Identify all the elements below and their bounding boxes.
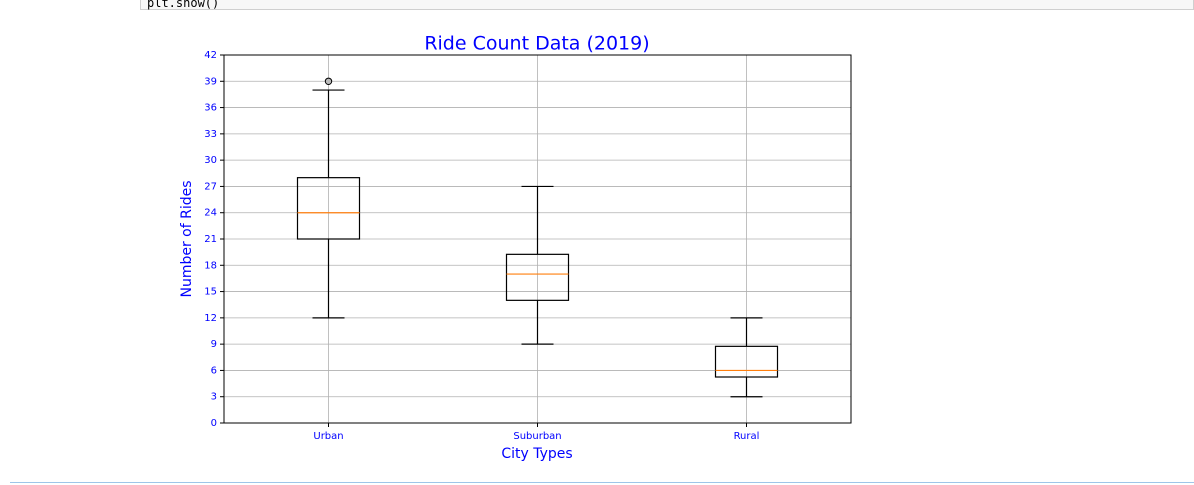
y-tick-label: 36 [204, 103, 217, 114]
x-tick-label: Urban [313, 431, 343, 442]
x-tick-label: Rural [734, 431, 760, 442]
y-axis-label: Number of Rides [179, 180, 195, 297]
y-tick-label: 42 [204, 50, 217, 61]
y-tick-label: 21 [204, 234, 217, 245]
y-tick-label: 0 [211, 418, 217, 429]
y-tick-label: 6 [211, 365, 217, 376]
y-tick-label: 15 [204, 287, 217, 298]
x-axis-label: City Types [501, 446, 572, 462]
box [714, 345, 779, 378]
box [505, 253, 570, 301]
y-tick-label: 30 [204, 155, 217, 166]
y-tick-label: 18 [204, 260, 217, 271]
chart-title: Ride Count Data (2019) [424, 33, 649, 55]
box [296, 177, 361, 240]
cell-separator [10, 482, 1194, 483]
y-tick-label: 27 [204, 181, 217, 192]
x-tick-label: Suburban [513, 431, 561, 442]
y-tick-label: 33 [204, 129, 217, 140]
y-tick-label: 3 [211, 392, 217, 403]
plot-frame [223, 54, 852, 424]
y-tick-label: 9 [211, 339, 217, 350]
y-tick-label: 39 [204, 76, 217, 87]
outlier [324, 77, 333, 85]
y-tick-label: 12 [204, 313, 217, 324]
y-tick-label: 24 [204, 208, 217, 219]
